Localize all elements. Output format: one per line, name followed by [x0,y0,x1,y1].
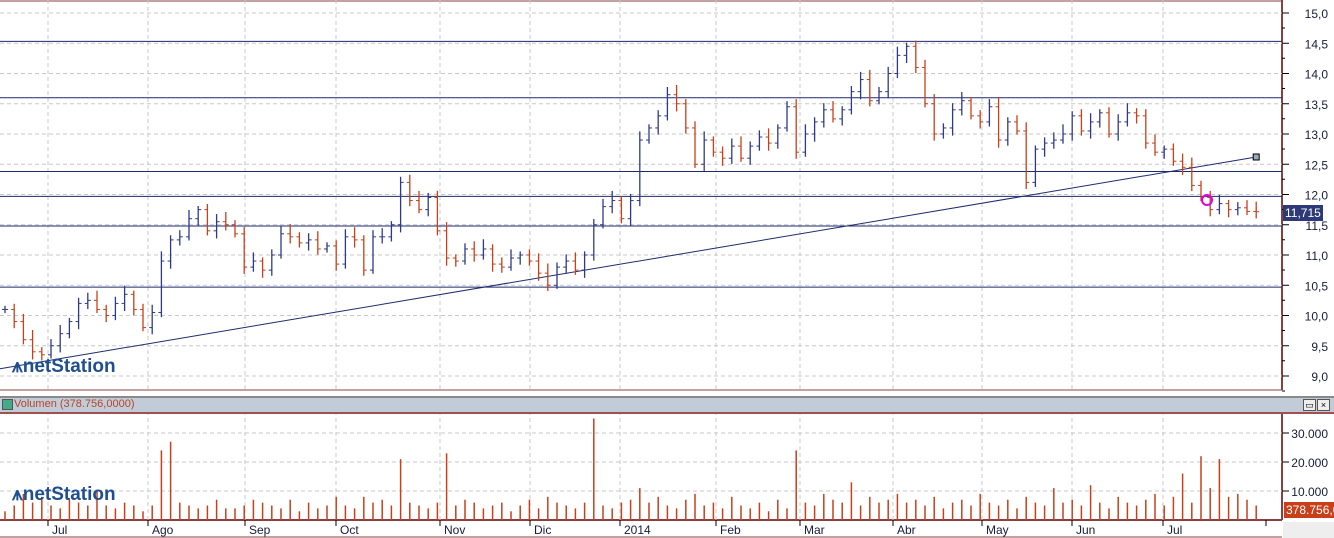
price-tick-label: 10,5 [1305,279,1329,293]
x-tick-label: Jul [52,523,67,537]
price-tick-label: 14,5 [1305,37,1329,51]
x-tick-label: Jul [1167,523,1182,537]
x-tick-label: Ago [152,523,174,537]
x-tick-label: Sep [249,523,271,537]
price-tick-label: 9,5 [1311,340,1328,354]
x-tick-label: Dic [534,523,551,537]
last-price-badge: 11,715 [1283,205,1323,221]
price-tick-label: 9,0 [1311,370,1328,384]
price-tick-label: 11,0 [1306,249,1329,263]
price-tick-label: 15,0 [1305,7,1329,21]
trendline-handle [1252,153,1260,161]
price-tick-label: 13,5 [1305,98,1329,112]
price-tick-label: 10,0 [1305,310,1329,324]
price-tick-label: 13,0 [1305,128,1329,142]
volume-pane-header: Volumen (378.756,0000) ▭ × [0,396,1334,414]
price-tick-label: 11,5 [1306,219,1329,233]
axis-corner [1283,522,1334,538]
x-tick-label: May [986,523,1009,537]
trendline [0,156,1257,370]
last-volume-badge: 378.756,0 [1284,502,1334,518]
netstation-watermark-volume: ⩚netStation [12,484,116,505]
x-tick-label: 2014 [624,523,651,537]
volume-tick-label: 10.000 [1291,485,1328,499]
price-tick-label: 14,0 [1305,68,1329,82]
volume-tick-label: 20.000 [1291,456,1328,470]
volume-header-label: Volumen (378.756,0000) [14,398,135,410]
marker-circle [1201,194,1213,206]
x-tick-label: Abr [897,523,916,537]
x-tick-label: Nov [444,523,465,537]
x-tick-label: Mar [804,523,825,537]
volume-tick-label: 30.000 [1291,427,1328,441]
close-pane-button[interactable]: × [1317,399,1330,411]
price-tick-label: 12,5 [1305,158,1329,172]
netstation-watermark: ⩚netStation [12,356,116,377]
x-tick-label: Feb [720,523,741,537]
x-tick-label: Oct [340,523,359,537]
price-tick-label: 12,0 [1305,189,1329,203]
x-tick-label: Jun [1076,523,1095,537]
maximize-pane-button[interactable]: ▭ [1303,399,1316,411]
